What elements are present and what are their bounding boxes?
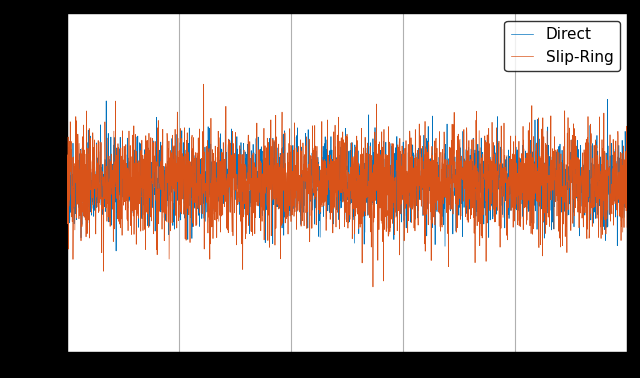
Direct bbox=[127, 191, 135, 195]
Direct bbox=[303, 183, 310, 188]
Direct bbox=[63, 170, 71, 174]
Direct bbox=[112, 249, 120, 253]
Direct bbox=[278, 226, 286, 230]
Slip-Ring bbox=[278, 110, 286, 115]
Legend: Direct, Slip-Ring: Direct, Slip-Ring bbox=[504, 21, 620, 71]
Direct bbox=[161, 169, 168, 173]
Slip-Ring bbox=[127, 154, 135, 159]
Direct bbox=[623, 183, 631, 188]
Slip-Ring bbox=[369, 285, 377, 289]
Line: Slip-Ring: Slip-Ring bbox=[67, 84, 627, 287]
Line: Direct: Direct bbox=[67, 99, 627, 251]
Slip-Ring bbox=[552, 164, 560, 168]
Slip-Ring bbox=[612, 208, 620, 212]
Slip-Ring bbox=[63, 210, 71, 214]
Direct bbox=[612, 167, 620, 171]
Direct bbox=[552, 170, 560, 175]
Direct bbox=[604, 97, 611, 102]
Slip-Ring bbox=[200, 82, 207, 87]
Slip-Ring bbox=[623, 225, 631, 229]
Slip-Ring bbox=[303, 184, 310, 189]
Slip-Ring bbox=[161, 239, 168, 243]
